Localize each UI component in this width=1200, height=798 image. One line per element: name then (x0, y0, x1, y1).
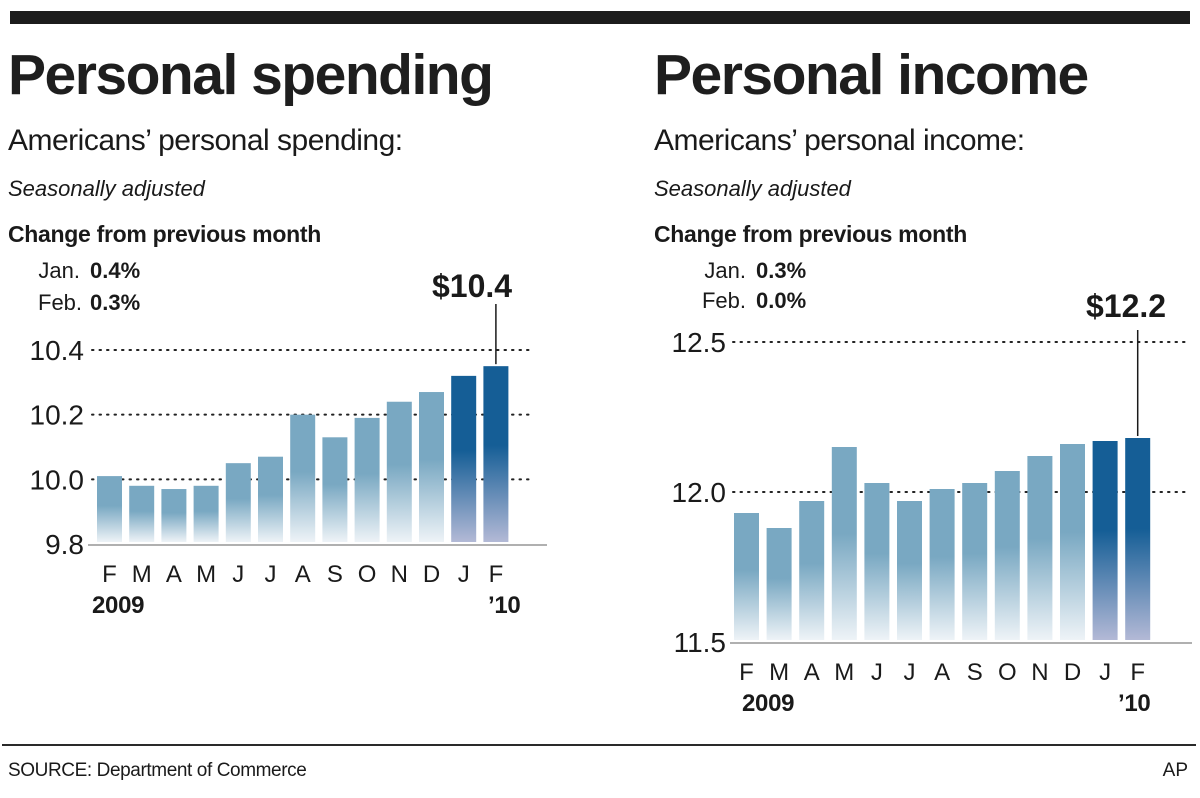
x-tick-label: F (102, 561, 117, 588)
bar: F 2009: 11.93 (734, 513, 759, 640)
bar: M 2009: 9.98 (129, 485, 155, 542)
seasonal-note: Seasonally adjusted (654, 176, 851, 201)
year-label-end: ’10 (488, 592, 521, 619)
bar: S 2009: 12.03 (962, 483, 988, 640)
bar: S 2009: 10.13 (322, 437, 348, 542)
x-tick-label: J (871, 659, 883, 686)
change-row-feb: Feb. 0.3% (38, 290, 140, 316)
bar: F 2010: 10.35 (483, 366, 509, 542)
value-callout: $10.4 (432, 268, 513, 304)
change-month: Feb. (38, 290, 83, 315)
bar: A 2009: 11.97 (799, 501, 825, 640)
bar: O 2009: 10.19 (354, 417, 380, 542)
change-month: Jan. (38, 258, 80, 283)
x-tick-label: A (166, 561, 182, 588)
x-tick-label: O (998, 659, 1017, 686)
y-tick-label: 10.2 (30, 400, 85, 431)
y-tick-label: 12.0 (672, 477, 727, 508)
change-row-jan: Jan. 0.3% (684, 258, 806, 284)
x-tick-label: J (904, 659, 916, 686)
x-tick-label: A (934, 659, 950, 686)
bar: F 2009: 10.01 (97, 476, 122, 542)
bar: M 2009: 11.88 (766, 528, 792, 640)
chart-1: 11.5 12.0 12.5 F 2009: 11.93 F M 2009: 11.88 M… (672, 327, 1192, 686)
x-tick-label: M (769, 659, 789, 686)
top-rule (10, 11, 1190, 24)
change-month: Jan. (704, 258, 746, 283)
change-value: 0.4% (90, 258, 141, 283)
change-heading: Change from previous month (654, 221, 967, 247)
panel-subtitle: Americans’ personal spending: (8, 124, 403, 157)
bar: D 2009: 12.16 (1060, 444, 1085, 640)
x-tick-label: M (196, 561, 216, 588)
x-tick-label: F (1130, 659, 1145, 686)
bar: J 2010: 10.32 (451, 375, 477, 542)
credit-label: AP (1162, 760, 1188, 781)
year-label-start: 2009 (92, 592, 145, 619)
y-tick-label: 9.8 (45, 529, 84, 560)
x-tick-label: N (1031, 659, 1048, 686)
year-label-end: ’10 (1118, 690, 1151, 717)
y-tick-label: 10.0 (30, 464, 85, 495)
chart-0: 9.8 10.0 10.2 10.4 F 2009: 10.01 F M 2009: 9.9… (30, 304, 547, 588)
bar: N 2009: 10.24 (386, 401, 412, 542)
bar: D 2009: 10.27 (419, 392, 444, 542)
x-tick-label: M (834, 659, 854, 686)
year-label-start: 2009 (742, 690, 795, 717)
panel-title: Personal spending (8, 43, 494, 107)
seasonal-note: Seasonally adjusted (8, 176, 205, 201)
bar: J 2009: 10.07 (258, 456, 283, 542)
bar: J 2010: 12.17 (1092, 441, 1118, 640)
change-row-feb: Feb. 0.0% (684, 288, 806, 314)
footer-rule (2, 744, 1196, 746)
bar: A 2009: 10.2 (290, 414, 316, 542)
bar: J 2009: 12.03 (864, 483, 890, 640)
source-note: SOURCE: Department of Commerce (8, 760, 307, 781)
x-tick-label: O (358, 561, 377, 588)
bar: J 2009: 10.05 (225, 463, 251, 542)
change-month: Feb. (701, 288, 746, 313)
x-tick-label: S (327, 561, 343, 588)
bar: F 2010: 12.18 (1125, 438, 1151, 640)
change-value: 0.3% (90, 290, 141, 315)
bar: M 2009: 12.15 (831, 447, 857, 640)
bar: O 2009: 12.07 (994, 471, 1020, 640)
change-row-jan: Jan. 0.4% (38, 258, 140, 284)
x-tick-label: S (967, 659, 983, 686)
bar: N 2009: 12.12 (1027, 456, 1053, 640)
x-tick-label: M (132, 561, 152, 588)
x-tick-label: F (739, 659, 754, 686)
change-heading: Change from previous month (8, 221, 321, 247)
panel-title: Personal income (654, 43, 1089, 107)
panel-subtitle: Americans’ personal income: (654, 124, 1025, 157)
x-tick-label: A (295, 561, 311, 588)
x-tick-label: J (458, 561, 470, 588)
bar: A 2009: 9.97 (161, 489, 187, 542)
x-tick-label: J (232, 561, 244, 588)
x-tick-label: A (804, 659, 820, 686)
change-value: 0.3% (756, 258, 807, 283)
y-tick-label: 11.5 (674, 627, 726, 658)
bar: M 2009: 9.98 (193, 485, 219, 542)
x-tick-label: N (391, 561, 408, 588)
bar: A 2009: 12.01 (929, 489, 955, 640)
x-tick-label: D (1064, 659, 1081, 686)
y-tick-label: 10.4 (30, 335, 85, 366)
change-value: 0.0% (756, 288, 807, 313)
x-tick-label: J (1099, 659, 1111, 686)
x-tick-label: J (265, 561, 277, 588)
x-tick-label: D (423, 561, 440, 588)
bar: J 2009: 11.97 (897, 501, 922, 640)
value-callout: $12.2 (1086, 288, 1167, 324)
x-tick-label: F (489, 561, 504, 588)
y-tick-label: 12.5 (672, 327, 727, 358)
